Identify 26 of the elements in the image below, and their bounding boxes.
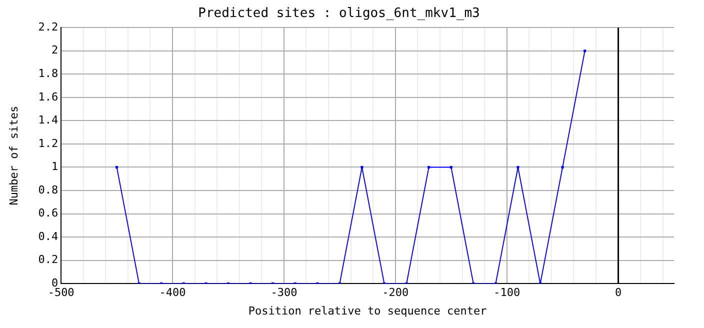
point <box>516 166 520 169</box>
y-tick-label: 0.4 <box>38 230 58 243</box>
point <box>584 50 586 52</box>
y-tick-label: 1.8 <box>38 67 58 80</box>
x-tick-label: 0 <box>614 286 622 300</box>
y-tick-label: 1.4 <box>38 114 58 127</box>
point <box>450 166 452 169</box>
point <box>360 166 364 169</box>
point <box>428 166 430 169</box>
chart-title: Predicted sites : oligos_6nt_mkv1_m3 <box>198 6 480 22</box>
y-axis-title: Number of sites <box>7 106 20 206</box>
x-tick-label: -100 <box>494 286 520 300</box>
y-tick-label: 2 <box>51 44 58 57</box>
x-tick-label: -200 <box>382 286 409 300</box>
x-tick-label: -400 <box>159 286 186 300</box>
point <box>116 166 118 169</box>
y-tick-label: 0.8 <box>38 183 58 196</box>
y-tick-label: 1 <box>51 160 58 174</box>
y-tick-label: 1.2 <box>38 136 58 150</box>
point <box>561 166 564 169</box>
x-axis-title: Position relative to sequence center <box>248 304 488 318</box>
x-tick-label: -300 <box>270 286 298 300</box>
y-tick-label: 1.6 <box>38 90 58 104</box>
y-tick-label: 0.6 <box>38 206 58 220</box>
y-tick-label: 0.2 <box>38 253 58 266</box>
y-tick-label: 2.2 <box>38 20 58 34</box>
